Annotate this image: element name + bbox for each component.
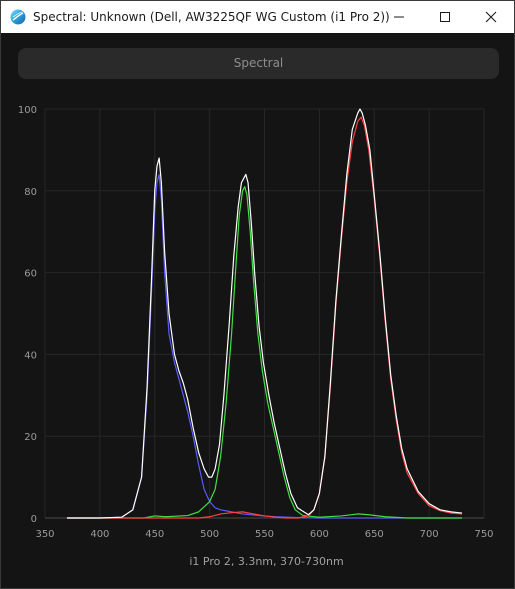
displaycal-icon bbox=[10, 9, 26, 25]
minimize-icon bbox=[394, 16, 404, 18]
x-tick-label: 600 bbox=[310, 529, 329, 540]
spectral-chart: 350 400 450 500 550 600 650 700 750 0 20 40 60 80 100 i… bbox=[18, 105, 494, 568]
y-tick-label: 80 bbox=[24, 187, 37, 198]
x-tick-label: 350 bbox=[35, 529, 54, 540]
x-tick-label: 400 bbox=[90, 529, 109, 540]
close-icon bbox=[485, 11, 497, 23]
y-tick-label: 100 bbox=[18, 105, 37, 116]
x-tick-label: 450 bbox=[145, 529, 164, 540]
maximize-icon bbox=[440, 12, 450, 22]
x-tick-label: 500 bbox=[200, 529, 219, 540]
minimize-button[interactable] bbox=[376, 1, 422, 33]
y-tick-label: 40 bbox=[24, 350, 37, 361]
series-line-3 bbox=[66, 108, 463, 519]
maximize-button[interactable] bbox=[422, 1, 468, 33]
y-tick-label: 0 bbox=[31, 514, 37, 525]
content-area: Spectral 350 400 450 500 550 600 650 700 750 0 20 4… bbox=[1, 33, 514, 588]
y-tick-label: 20 bbox=[24, 432, 37, 443]
x-tick-label: 550 bbox=[255, 529, 274, 540]
x-axis-label: i1 Pro 2, 3.3nm, 370-730nm bbox=[189, 555, 343, 568]
series-line-1 bbox=[66, 186, 463, 519]
window-title: Spectral: Unknown (Dell, AW3225QF WG Cus… bbox=[33, 10, 390, 24]
y-tick-label: 60 bbox=[24, 269, 37, 280]
x-tick-label: 700 bbox=[420, 529, 439, 540]
title-bar[interactable]: Spectral: Unknown (Dell, AW3225QF WG Cus… bbox=[1, 1, 514, 33]
close-button[interactable] bbox=[468, 1, 514, 33]
x-tick-label: 650 bbox=[365, 529, 384, 540]
spectral-header: Spectral bbox=[18, 48, 499, 79]
x-tick-label: 750 bbox=[474, 529, 493, 540]
